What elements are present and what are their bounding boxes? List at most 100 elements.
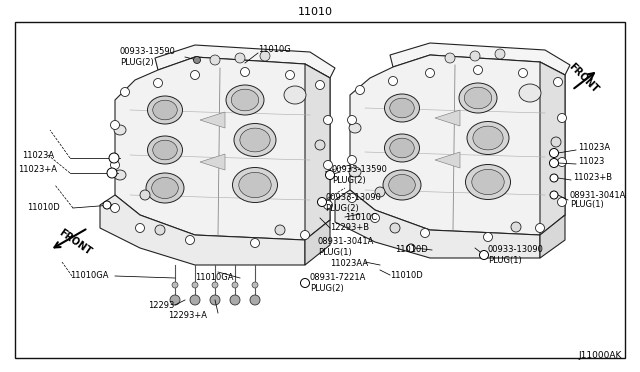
Polygon shape bbox=[435, 152, 460, 168]
Text: 12293: 12293 bbox=[148, 301, 174, 310]
Circle shape bbox=[275, 225, 285, 235]
Text: 11010: 11010 bbox=[298, 7, 333, 17]
Circle shape bbox=[250, 238, 259, 247]
Circle shape bbox=[109, 153, 119, 163]
Ellipse shape bbox=[114, 170, 126, 180]
Circle shape bbox=[445, 53, 455, 63]
Ellipse shape bbox=[147, 136, 182, 164]
Circle shape bbox=[186, 235, 195, 244]
Circle shape bbox=[170, 295, 180, 305]
Ellipse shape bbox=[146, 173, 184, 203]
Polygon shape bbox=[350, 55, 565, 235]
Circle shape bbox=[192, 282, 198, 288]
Circle shape bbox=[536, 224, 545, 232]
Circle shape bbox=[136, 224, 145, 232]
Circle shape bbox=[230, 295, 240, 305]
Ellipse shape bbox=[472, 169, 504, 195]
Ellipse shape bbox=[465, 87, 492, 109]
Text: 12293+B: 12293+B bbox=[330, 224, 369, 232]
Circle shape bbox=[154, 78, 163, 87]
Text: 00933-13590: 00933-13590 bbox=[120, 48, 176, 57]
Circle shape bbox=[407, 244, 415, 252]
Ellipse shape bbox=[465, 164, 511, 199]
Circle shape bbox=[235, 53, 245, 63]
Text: PLUG(1): PLUG(1) bbox=[318, 247, 352, 257]
Circle shape bbox=[323, 201, 333, 209]
Circle shape bbox=[232, 282, 238, 288]
Circle shape bbox=[190, 295, 200, 305]
Circle shape bbox=[316, 80, 324, 90]
Text: PLUG(2): PLUG(2) bbox=[310, 283, 344, 292]
Ellipse shape bbox=[226, 85, 264, 115]
Circle shape bbox=[155, 225, 165, 235]
Circle shape bbox=[557, 157, 566, 167]
Polygon shape bbox=[305, 220, 330, 265]
Ellipse shape bbox=[152, 177, 179, 199]
Circle shape bbox=[348, 155, 356, 164]
Polygon shape bbox=[200, 154, 225, 170]
Text: 08931-7221A: 08931-7221A bbox=[310, 273, 366, 282]
Circle shape bbox=[554, 77, 563, 87]
Circle shape bbox=[483, 232, 493, 241]
Text: PLUG(2): PLUG(2) bbox=[332, 176, 365, 185]
Ellipse shape bbox=[390, 98, 414, 118]
Circle shape bbox=[479, 250, 488, 260]
Ellipse shape bbox=[459, 83, 497, 113]
Circle shape bbox=[140, 190, 150, 200]
Circle shape bbox=[120, 87, 129, 96]
Ellipse shape bbox=[240, 128, 270, 152]
Circle shape bbox=[420, 228, 429, 237]
Ellipse shape bbox=[385, 94, 419, 122]
Ellipse shape bbox=[114, 125, 126, 135]
Polygon shape bbox=[305, 64, 330, 240]
Polygon shape bbox=[390, 43, 570, 75]
Circle shape bbox=[348, 115, 356, 125]
Circle shape bbox=[260, 51, 270, 61]
Circle shape bbox=[252, 282, 258, 288]
Text: PLUG(2): PLUG(2) bbox=[120, 58, 154, 67]
Ellipse shape bbox=[388, 174, 415, 196]
Circle shape bbox=[511, 222, 521, 232]
Circle shape bbox=[390, 223, 400, 233]
Ellipse shape bbox=[385, 134, 419, 162]
Text: 11023+B: 11023+B bbox=[573, 173, 612, 183]
Text: FRONT: FRONT bbox=[566, 61, 600, 95]
Circle shape bbox=[518, 68, 527, 77]
Ellipse shape bbox=[383, 170, 421, 200]
Text: 12293+A: 12293+A bbox=[168, 311, 207, 320]
Text: PLUG(1): PLUG(1) bbox=[570, 201, 604, 209]
Circle shape bbox=[317, 198, 326, 206]
Ellipse shape bbox=[232, 167, 278, 202]
Ellipse shape bbox=[147, 96, 182, 124]
Circle shape bbox=[388, 77, 397, 86]
Text: 11010G: 11010G bbox=[258, 45, 291, 55]
Circle shape bbox=[326, 170, 335, 180]
Text: 11023: 11023 bbox=[578, 157, 604, 167]
Ellipse shape bbox=[234, 124, 276, 157]
Circle shape bbox=[323, 115, 333, 125]
Circle shape bbox=[210, 295, 220, 305]
Text: 11010GA: 11010GA bbox=[195, 273, 234, 282]
Text: 11010D: 11010D bbox=[395, 246, 428, 254]
Circle shape bbox=[111, 160, 120, 170]
Text: 11023A: 11023A bbox=[578, 144, 610, 153]
Polygon shape bbox=[335, 190, 540, 258]
Circle shape bbox=[557, 113, 566, 122]
Text: J11000AK: J11000AK bbox=[579, 351, 622, 360]
Ellipse shape bbox=[231, 89, 259, 111]
Circle shape bbox=[426, 68, 435, 77]
Circle shape bbox=[551, 137, 561, 147]
Text: 11010D: 11010D bbox=[27, 203, 60, 212]
Circle shape bbox=[550, 158, 559, 167]
Text: 11010D: 11010D bbox=[390, 270, 423, 279]
Circle shape bbox=[375, 187, 385, 197]
Circle shape bbox=[315, 140, 325, 150]
Text: 08931-3041A: 08931-3041A bbox=[318, 237, 374, 247]
Circle shape bbox=[250, 295, 260, 305]
Text: PLUG(1): PLUG(1) bbox=[488, 256, 522, 264]
Text: 00933-13090: 00933-13090 bbox=[488, 246, 544, 254]
Circle shape bbox=[348, 193, 356, 202]
Text: 11010GA: 11010GA bbox=[70, 272, 109, 280]
Circle shape bbox=[371, 214, 380, 222]
Ellipse shape bbox=[467, 122, 509, 154]
